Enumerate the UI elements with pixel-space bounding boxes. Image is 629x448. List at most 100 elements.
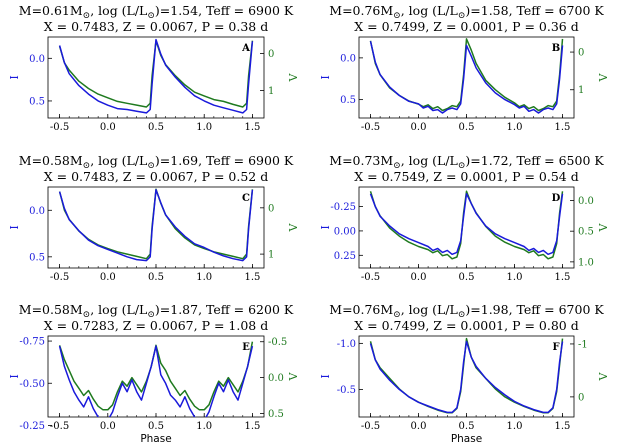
x-tick-label: 1.5: [244, 421, 260, 432]
left-tick-label: 0.25: [334, 251, 356, 262]
panel-title-line2: X = 0.7483, Z = 0.0067, P = 0.38 d: [44, 19, 268, 34]
sun-symbol: ⊙: [147, 11, 155, 21]
panel-title-line1: M=0.73M⊙, log (L/L⊙)=1.72, Teff = 6500 K: [329, 153, 604, 171]
x-tick-label: 0.0: [411, 122, 427, 133]
x-tick-label: 0.0: [411, 421, 427, 432]
x-tick-label: 1.0: [196, 421, 212, 432]
title-lum: , log (L/L: [401, 302, 458, 317]
x-tick-label: 1.5: [555, 421, 571, 432]
panel-title-line2: X = 0.7499, Z = 0.0001, P = 0.36 d: [354, 19, 578, 34]
left-tick-label: -0.25: [330, 202, 356, 213]
right-tick-label: 0.5: [268, 409, 284, 420]
title-teff: )=1.54, Teff = 6900 K: [155, 3, 294, 18]
x-tick-label: 1.0: [196, 122, 212, 133]
series-line-i: [369, 193, 564, 256]
title-teff: )=1.69, Teff = 6900 K: [155, 153, 294, 168]
left-tick-label: 0.5: [29, 96, 45, 107]
left-tick-label: 0.5: [340, 95, 356, 106]
right-tick-label: -0.5: [268, 337, 287, 348]
sun-symbol: ⊙: [147, 310, 155, 320]
left-axis-label: I: [319, 374, 332, 378]
right-tick-label: 0: [268, 203, 274, 214]
x-tick-label: 0.5: [148, 421, 164, 432]
right-tick-label: 0.5: [578, 227, 594, 238]
panel-c: M=0.58M⊙, log (L/L⊙)=1.69, Teff = 6900 K…: [8, 153, 300, 283]
right-axis-label: V: [597, 371, 610, 381]
left-tick-label: -0.25: [19, 421, 45, 432]
left-axis-label: I: [319, 75, 332, 79]
x-tick-label: 0.5: [459, 421, 475, 432]
series-line-i: [58, 38, 254, 114]
panel-letter: B: [552, 43, 560, 54]
x-tick-label: 0.0: [100, 421, 116, 432]
series-line-i: [369, 41, 564, 114]
sun-symbol: ⊙: [83, 11, 91, 21]
plot-frame: [47, 36, 265, 119]
panel-letter: F: [552, 342, 559, 353]
series-line-i: [58, 189, 254, 262]
title-teff: )=1.58, Teff = 6700 K: [465, 3, 604, 18]
x-axis-label: Phase: [451, 433, 482, 445]
title-teff: )=1.87, Teff = 6200 K: [155, 302, 294, 317]
right-tick-label: 0: [268, 49, 274, 60]
series-line-v: [58, 188, 254, 260]
panel-title-line1: M=0.58M⊙, log (L/L⊙)=1.87, Teff = 6200 K: [19, 302, 294, 320]
right-axis-label: V: [287, 222, 300, 232]
x-tick-label: 1.5: [244, 122, 260, 133]
left-tick-label: -0.5: [337, 385, 356, 396]
panel-e: M=0.58M⊙, log (L/L⊙)=1.87, Teff = 6200 K…: [8, 302, 300, 445]
right-tick-label: 1.0: [578, 257, 594, 268]
left-axis-label: I: [8, 75, 21, 79]
x-tick-label: 1.0: [507, 272, 523, 283]
sun-symbol: ⊙: [393, 11, 401, 21]
x-tick-label: 0.5: [459, 272, 475, 283]
left-axis-label: I: [8, 225, 21, 229]
right-axis-label: V: [597, 222, 610, 232]
title-mass: M=0.61M: [19, 3, 83, 18]
panel-letter: C: [242, 193, 250, 204]
x-tick-label: 0.5: [459, 122, 475, 133]
right-tick-label: -1: [578, 339, 588, 350]
left-axis-label: I: [319, 225, 332, 229]
title-mass: M=0.73M: [329, 153, 393, 168]
sun-symbol: ⊙: [147, 161, 155, 171]
sun-symbol: ⊙: [393, 310, 401, 320]
panel-title-line2: X = 0.7483, Z = 0.0067, P = 0.52 d: [44, 169, 268, 184]
panel-title-line1: M=0.58M⊙, log (L/L⊙)=1.69, Teff = 6900 K: [19, 153, 294, 171]
right-tick-label: 1: [268, 250, 274, 261]
series-line-i: [369, 340, 564, 414]
x-tick-label: 1.5: [555, 122, 571, 133]
sun-symbol: ⊙: [83, 310, 91, 320]
title-mass: M=0.76M: [329, 302, 393, 317]
sun-symbol: ⊙: [458, 161, 466, 171]
panel-title-line1: M=0.61M⊙, log (L/L⊙)=1.54, Teff = 6900 K: [19, 3, 294, 21]
x-axis-label: Phase: [140, 433, 171, 445]
panel-title-line2: X = 0.7283, Z = 0.0067, P = 1.08 d: [44, 318, 268, 333]
panel-title-line2: X = 0.7549, Z = 0.0001, P = 0.54 d: [354, 169, 578, 184]
x-tick-label: -0.5: [361, 122, 380, 133]
left-tick-label: 0.5: [29, 252, 45, 263]
title-teff: )=1.98, Teff = 6700 K: [465, 302, 604, 317]
sun-symbol: ⊙: [393, 161, 401, 171]
right-tick-label: 0: [578, 392, 584, 403]
x-tick-label: -0.5: [50, 272, 69, 283]
panel-b: M=0.76M⊙, log (L/L⊙)=1.58, Teff = 6700 K…: [319, 3, 610, 133]
title-teff: )=1.72, Teff = 6500 K: [465, 153, 604, 168]
panel-title-line1: M=0.76M⊙, log (L/L⊙)=1.58, Teff = 6700 K: [329, 3, 604, 21]
x-tick-label: 1.0: [196, 272, 212, 283]
series-line-v: [58, 341, 254, 411]
panel-d: M=0.73M⊙, log (L/L⊙)=1.72, Teff = 6500 K…: [319, 153, 610, 283]
left-tick-label: 0.0: [29, 206, 45, 217]
series-line-v: [58, 39, 254, 108]
title-mass: M=0.58M: [19, 302, 83, 317]
panel-title-line1: M=0.76M⊙, log (L/L⊙)=1.98, Teff = 6700 K: [329, 302, 604, 320]
x-tick-label: 0.0: [100, 272, 116, 283]
series-line-v: [369, 190, 564, 260]
title-mass: M=0.76M: [329, 3, 393, 18]
title-lum: , log (L/L: [90, 302, 147, 317]
sun-symbol: ⊙: [83, 161, 91, 171]
right-axis-label: V: [597, 72, 610, 82]
title-mass: M=0.58M: [19, 153, 83, 168]
title-lum: , log (L/L: [401, 3, 458, 18]
